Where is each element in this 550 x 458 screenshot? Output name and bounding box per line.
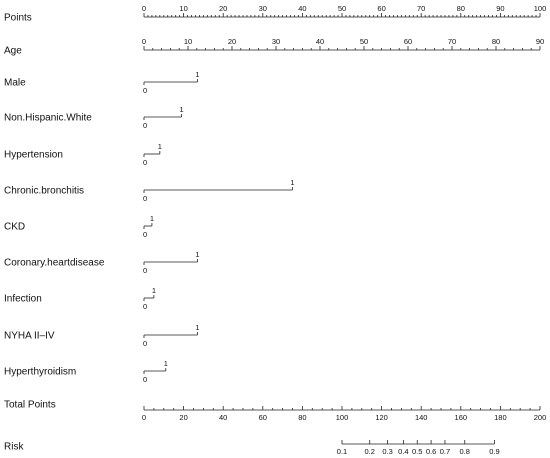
hyperthyroidism-low-label: 0 bbox=[143, 375, 147, 384]
total-points-tick-label: 20 bbox=[179, 413, 187, 422]
infection-high-label: 1 bbox=[152, 286, 156, 295]
coronary-heartdisease-low-label: 0 bbox=[143, 266, 147, 275]
nyha-ii-iv-high-label: 1 bbox=[195, 323, 199, 332]
non-hispanic-white-high-label: 1 bbox=[180, 105, 184, 114]
age-tick-label: 20 bbox=[228, 37, 236, 46]
total-points-tick-label: 80 bbox=[298, 413, 306, 422]
age-tick-label: 70 bbox=[448, 37, 456, 46]
points-tick-label: 80 bbox=[457, 4, 465, 13]
risk-axis: 0.1 0.2 0.3 0.4 0.5 0.6 0.7 0.8 0.9 bbox=[337, 440, 500, 456]
total-points-tick-label: 60 bbox=[259, 413, 267, 422]
hypertension-low-label: 0 bbox=[143, 158, 147, 167]
total-points-label: Total Points bbox=[4, 400, 56, 411]
risk-tick-label: 0.6 bbox=[426, 447, 436, 456]
points-tick-label: 30 bbox=[259, 4, 267, 13]
total-points-tick-label: 120 bbox=[375, 413, 388, 422]
age-tick-label: 30 bbox=[272, 37, 280, 46]
non-hispanic-white-low-label: 0 bbox=[143, 121, 147, 130]
nyha-ii-iv-label: NYHA II–IV bbox=[4, 331, 55, 342]
chronic-bronchitis-label: Chronic.bronchitis bbox=[4, 186, 84, 197]
coronary-heartdisease-scale: 01 bbox=[143, 250, 200, 275]
age-tick-label: 10 bbox=[184, 37, 192, 46]
points-axis: 0 10 20 30 40 50 60 70 80 90 100 bbox=[142, 4, 547, 18]
age-tick-label: 50 bbox=[360, 37, 368, 46]
coronary-heartdisease-label: Coronary.heartdisease bbox=[4, 258, 105, 269]
total-points-tick-label: 180 bbox=[494, 413, 507, 422]
age-tick-label: 60 bbox=[404, 37, 412, 46]
hypertension-label: Hypertension bbox=[4, 150, 63, 161]
male-scale: 01 bbox=[143, 70, 200, 95]
ckd-scale: 01 bbox=[143, 214, 154, 239]
total-points-tick-label: 40 bbox=[219, 413, 227, 422]
points-tick-label: 0 bbox=[142, 4, 146, 13]
non-hispanic-white-label: Non.Hispanic.White bbox=[4, 113, 92, 124]
total-points-axis: 0 20 40 60 80 100 120 140 160 180 200 bbox=[142, 406, 546, 422]
points-tick-label: 50 bbox=[338, 4, 346, 13]
age-tick-label: 80 bbox=[492, 37, 500, 46]
age-tick-label: 40 bbox=[316, 37, 324, 46]
total-points-tick-label: 0 bbox=[142, 413, 146, 422]
risk-tick-label: 0.5 bbox=[412, 447, 422, 456]
risk-tick-label: 0.1 bbox=[337, 447, 347, 456]
total-points-tick-label: 200 bbox=[534, 413, 547, 422]
hypertension-high-label: 1 bbox=[158, 142, 162, 151]
hyperthyroidism-label: Hyperthyroidism bbox=[4, 367, 76, 378]
hyperthyroidism-high-label: 1 bbox=[164, 359, 168, 368]
nyha-ii-iv-scale: 01 bbox=[143, 323, 200, 348]
hypertension-scale: 01 bbox=[143, 142, 162, 167]
hyperthyroidism-scale: 01 bbox=[143, 359, 168, 384]
risk-label: Risk bbox=[4, 442, 24, 453]
chronic-bronchitis-high-label: 1 bbox=[290, 178, 294, 187]
infection-scale: 01 bbox=[143, 286, 156, 311]
points-tick-label: 70 bbox=[417, 4, 425, 13]
points-tick-label: 20 bbox=[219, 4, 227, 13]
ckd-high-label: 1 bbox=[150, 214, 154, 223]
points-tick-label: 60 bbox=[377, 4, 385, 13]
points-tick-label: 90 bbox=[496, 4, 504, 13]
points-tick-label: 100 bbox=[534, 4, 547, 13]
points-label: Points bbox=[4, 13, 32, 24]
male-label: Male bbox=[4, 78, 26, 89]
age-tick-label: 0 bbox=[142, 37, 146, 46]
points-tick-label: 10 bbox=[179, 4, 187, 13]
age-label: Age bbox=[4, 46, 22, 57]
ckd-low-label: 0 bbox=[143, 230, 147, 239]
infection-label: Infection bbox=[4, 294, 42, 305]
coronary-heartdisease-high-label: 1 bbox=[195, 250, 199, 259]
risk-tick-label: 0.9 bbox=[489, 447, 499, 456]
risk-tick-label: 0.3 bbox=[382, 447, 392, 456]
total-points-tick-label: 140 bbox=[415, 413, 428, 422]
ckd-label: CKD bbox=[4, 222, 25, 233]
male-high-label: 1 bbox=[195, 70, 199, 79]
total-points-tick-label: 100 bbox=[336, 413, 349, 422]
risk-tick-label: 0.4 bbox=[398, 447, 408, 456]
total-points-tick-label: 160 bbox=[455, 413, 468, 422]
age-axis: 0 10 20 30 40 50 60 70 80 90 bbox=[142, 37, 544, 51]
age-tick-label: 90 bbox=[536, 37, 544, 46]
risk-tick-label: 0.7 bbox=[440, 447, 450, 456]
chronic-bronchitis-low-label: 0 bbox=[143, 194, 147, 203]
risk-tick-label: 0.8 bbox=[460, 447, 470, 456]
points-tick-label: 40 bbox=[298, 4, 306, 13]
nyha-ii-iv-low-label: 0 bbox=[143, 339, 147, 348]
infection-low-label: 0 bbox=[143, 302, 147, 311]
male-low-label: 0 bbox=[143, 86, 147, 95]
non-hispanic-white-scale: 01 bbox=[143, 105, 184, 130]
risk-tick-label: 0.2 bbox=[365, 447, 375, 456]
chronic-bronchitis-scale: 01 bbox=[143, 178, 295, 203]
